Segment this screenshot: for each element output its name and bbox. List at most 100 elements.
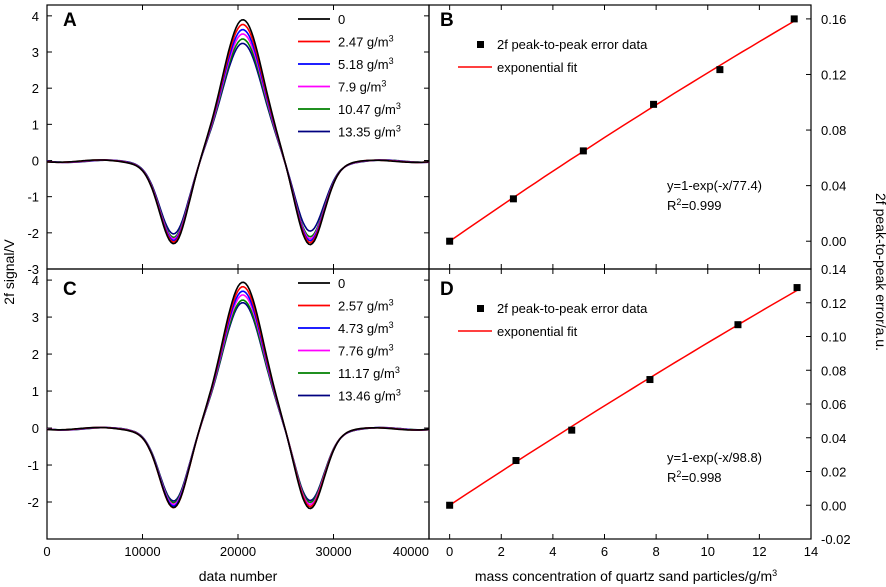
- legend-label-text: 2.57 g/m: [338, 299, 389, 314]
- panel-d-xtick-label: 8: [653, 544, 660, 559]
- panel-b-ytick-label: 0.16: [821, 12, 846, 27]
- panel-d-ytick-label: 0.02: [821, 465, 846, 480]
- legend-label-sup: 3: [389, 298, 394, 308]
- panel-d-data-point: [512, 457, 520, 465]
- panel-d-ytick-label: 0.14: [821, 262, 846, 277]
- panel-b-r2-sup: 2: [676, 197, 681, 207]
- panel-b-r2-prefix: R: [667, 198, 676, 213]
- legend-label-sup: 3: [396, 101, 401, 111]
- legend-label-sup: 3: [389, 320, 394, 330]
- right-x-axis-label-text: mass concentration of quartz sand partic…: [475, 568, 772, 584]
- panel-a-ytick-label: -3: [27, 262, 39, 277]
- panel-d-data-point: [568, 426, 576, 434]
- panel-d-fit-equation: y=1-exp(-x/98.8): [667, 450, 762, 465]
- legend-label-text: 2.47 g/m: [338, 35, 389, 50]
- panel-d-xtick-label: 14: [804, 544, 818, 559]
- panel-d-ytick-label: 0.04: [821, 431, 846, 446]
- panel-a-legend-label: 5.18 g/m3: [338, 56, 394, 72]
- panel-d-data-point: [793, 284, 801, 292]
- panel-d-data-point: [646, 376, 654, 384]
- panel-c-xtick-label: 10000: [124, 544, 160, 559]
- panel-d-xtick-label: 10: [701, 544, 715, 559]
- panel-b-fit-equation: y=1-exp(-x/77.4): [667, 178, 762, 193]
- panel-b-legend-data-label: 2f peak-to-peak error data: [497, 37, 648, 52]
- panel-a-ytick-label: 4: [32, 9, 39, 24]
- panel-label-c: C: [63, 279, 77, 300]
- panel-a-legend-label: 0: [338, 12, 345, 27]
- panel-a-ytick-label: -2: [27, 226, 39, 241]
- panel-a-legend-label: 2.47 g/m3: [338, 34, 394, 50]
- panel-d-legend-data-label: 2f peak-to-peak error data: [497, 301, 648, 316]
- panel-c-ytick-label: 1: [32, 384, 39, 399]
- panel-c-ytick-label: -2: [27, 495, 39, 510]
- panel-b-legend-marker: [477, 41, 484, 48]
- panel-b-data-point: [716, 66, 724, 74]
- panel-d-xtick-label: 2: [498, 544, 505, 559]
- legend-label-sup: 3: [389, 34, 394, 44]
- panel-c-ytick-label: 0: [32, 421, 39, 436]
- panel-d-ytick-label: 0.12: [821, 296, 846, 311]
- panel-c-xtick-label: 30000: [315, 544, 351, 559]
- legend-label-text: 11.17 g/m: [338, 366, 395, 381]
- panel-d-fit-line: [449, 289, 798, 506]
- panel-c-series-line: [46, 281, 430, 510]
- panel-c-legend-label: 4.73 g/m3: [338, 320, 394, 336]
- panel-label-b: B: [440, 10, 454, 31]
- panel-a-ytick-label: 0: [32, 154, 39, 169]
- legend-label-text: 5.18 g/m: [338, 57, 389, 72]
- panel-d-ytick-label: 0.00: [821, 498, 846, 513]
- panel-a-ytick-label: 1: [32, 117, 39, 132]
- panel-d-ytick-label: 0.06: [821, 397, 846, 412]
- panel-a-legend-label: 7.9 g/m3: [338, 79, 386, 95]
- panel-b-fit-line: [449, 20, 795, 242]
- legend-label-sup: 3: [395, 365, 400, 375]
- legend-label-text: 13.46 g/m: [338, 389, 396, 404]
- panel-d-xtick-label: 6: [601, 544, 608, 559]
- panel-a-legend-label: 13.35 g/m3: [338, 124, 401, 140]
- panel-d-data-point: [446, 501, 454, 509]
- panel-c-legend-label: 0: [338, 276, 345, 291]
- panel-c-ytick-label: 4: [32, 273, 39, 288]
- panel-a-series-line: [46, 18, 430, 246]
- panel-c-ytick-label: 3: [32, 310, 39, 325]
- legend-label-text: 7.76 g/m: [338, 344, 389, 359]
- panel-b-ytick-label: 0.04: [821, 179, 846, 194]
- panel-c-ytick-label: -1: [27, 458, 39, 473]
- panel-d-r2-sup: 2: [676, 469, 681, 479]
- panel-d-legend-fit-label: exponential fit: [497, 324, 578, 339]
- panel-b-data-point: [650, 100, 658, 108]
- panel-c-xtick-label: 40000: [393, 544, 429, 559]
- panel-d-r-squared: R2=0.998: [667, 469, 722, 485]
- legend-label-text: 13.35 g/m: [338, 125, 396, 140]
- panel-d-ytick-label: 0.10: [821, 330, 846, 345]
- panel-label-a: A: [63, 10, 77, 31]
- panel-b-data-point: [579, 147, 587, 155]
- legend-label-text: 10.47 g/m: [338, 102, 396, 117]
- panel-a-ytick-label: 2: [32, 81, 39, 96]
- panel-a-legend-label: 10.47 g/m3: [338, 101, 401, 117]
- legend-label-sup: 3: [389, 56, 394, 66]
- panel-c-legend-label: 11.17 g/m3: [338, 365, 400, 381]
- panel-b-ytick-label: 0.00: [821, 234, 846, 249]
- panel-b-ytick-label: 0.12: [821, 67, 846, 82]
- panel-c-legend-label: 2.57 g/m3: [338, 298, 394, 314]
- panel-c-ytick-label: 2: [32, 347, 39, 362]
- panel-b-r2-value: =0.999: [681, 198, 721, 213]
- left-x-axis-label: data number: [199, 568, 278, 584]
- panel-c-legend-label: 13.46 g/m3: [338, 388, 401, 404]
- legend-label-text: 4.73 g/m: [338, 321, 389, 336]
- right-x-axis-label: mass concentration of quartz sand partic…: [475, 568, 777, 584]
- panel-b-data-point: [509, 195, 517, 203]
- panel-d-legend-marker: [477, 305, 484, 312]
- panel-label-d: D: [440, 279, 454, 300]
- legend-label-sup: 3: [396, 388, 401, 398]
- panel-b-r-squared: R2=0.999: [667, 197, 722, 213]
- panel-d-xtick-label: 4: [549, 544, 556, 559]
- right-x-axis-label-sup: 3: [772, 568, 777, 578]
- panel-a-ytick-label: -1: [27, 190, 39, 205]
- left-y-axis-label: 2f signal/V: [1, 239, 17, 305]
- legend-label-sup: 3: [396, 124, 401, 134]
- panel-d-ytick-label: -0.02: [821, 532, 851, 547]
- panel-a-ytick-label: 3: [32, 45, 39, 60]
